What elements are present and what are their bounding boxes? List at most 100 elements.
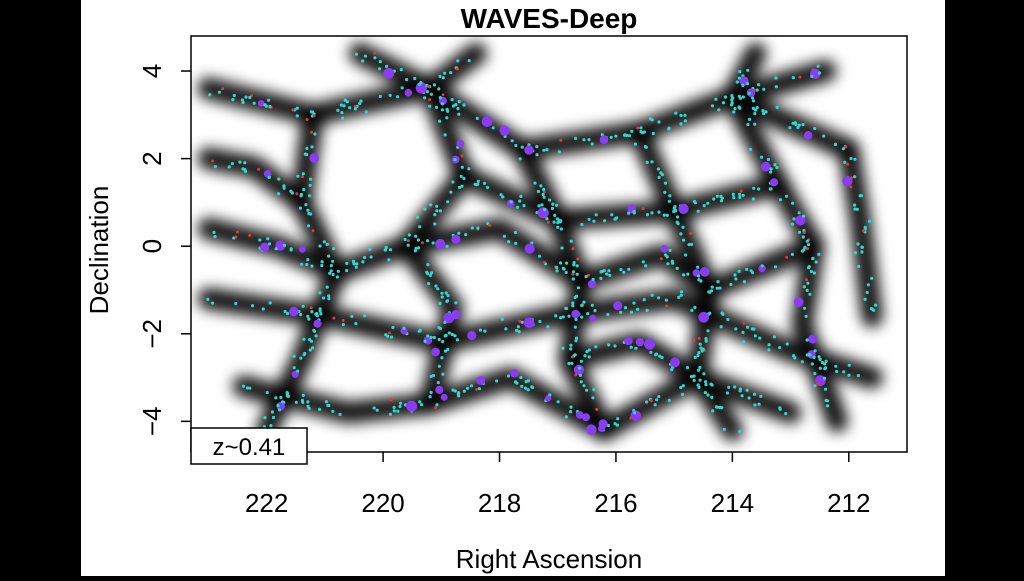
galaxy-point-407 (435, 385, 444, 394)
galaxy-point-1021 (373, 51, 377, 55)
galaxy-point-175 (400, 86, 404, 90)
galaxy-point-284 (302, 187, 306, 192)
galaxy-point-883 (745, 388, 749, 392)
galaxy-point-189 (514, 143, 518, 148)
galaxy-point-1026 (385, 64, 389, 68)
galaxy-point-352 (459, 174, 463, 178)
galaxy-point-704 (476, 226, 480, 230)
galaxy-point-708 (507, 240, 511, 244)
galaxy-point-487 (656, 167, 661, 171)
galaxy-point-990 (587, 355, 591, 359)
galaxy-point-471 (592, 388, 596, 392)
galaxy-point-916 (299, 192, 303, 197)
galaxy-point-477 (591, 396, 595, 400)
galaxy-point-38 (354, 322, 358, 326)
galaxy-point-353 (443, 133, 447, 137)
galaxy-point-243 (651, 131, 655, 136)
galaxy-point-562 (732, 110, 736, 114)
galaxy-point-282 (310, 145, 314, 149)
galaxy-point-535 (710, 395, 714, 399)
galaxy-point-386 (444, 291, 448, 295)
galaxy-point-341 (269, 424, 273, 428)
galaxy-point-226 (614, 134, 618, 138)
galaxy-point-318 (336, 269, 340, 273)
galaxy-point-256 (788, 126, 792, 130)
galaxy-point-326 (327, 294, 331, 298)
galaxy-point-851 (548, 393, 552, 397)
galaxy-point-438 (571, 270, 576, 274)
galaxy-point-894 (759, 394, 763, 398)
galaxy-point-314 (322, 296, 326, 300)
galaxy-point-418 (542, 190, 546, 194)
galaxy-point-721 (513, 230, 518, 235)
galaxy-point-468 (582, 384, 586, 388)
galaxy-point-176 (342, 104, 346, 108)
galaxy-point-1064 (747, 91, 751, 95)
galaxy-point-1012 (413, 76, 417, 81)
galaxy-point-306 (329, 264, 333, 268)
galaxy-point-665 (335, 275, 339, 279)
galaxy-point-664 (306, 258, 310, 262)
galaxy-point-363 (440, 108, 444, 112)
galaxy-point-722 (538, 254, 542, 258)
galaxy-point-927 (499, 193, 503, 197)
galaxy-point-930 (501, 195, 505, 199)
galaxy-point-62 (478, 328, 482, 332)
galaxy-point-152 (267, 98, 271, 102)
galaxy-point-116 (698, 311, 710, 323)
galaxy-point-479 (633, 142, 638, 146)
galaxy-point-274 (801, 123, 805, 127)
galaxy-point-803 (420, 403, 424, 407)
galaxy-point-49 (516, 325, 520, 329)
galaxy-point-85 (561, 315, 565, 319)
galaxy-point-410 (437, 364, 441, 368)
galaxy-point-728 (641, 260, 645, 264)
galaxy-point-747 (668, 248, 672, 252)
galaxy-point-985 (583, 354, 587, 358)
galaxy-point-613 (813, 349, 817, 353)
galaxy-point-667 (320, 260, 324, 264)
galaxy-point-225 (609, 135, 613, 139)
galaxy-point-884 (704, 380, 708, 384)
galaxy-point-952 (627, 211, 631, 215)
galaxy-point-536 (696, 383, 700, 387)
galaxy-point-355 (456, 139, 465, 148)
galaxy-point-627 (842, 176, 853, 187)
galaxy-point-896 (211, 159, 214, 163)
galaxy-point-269 (762, 112, 766, 116)
galaxy-point-618 (846, 162, 850, 166)
galaxy-point-148 (295, 114, 299, 118)
galaxy-point-588 (804, 314, 808, 318)
galaxy-point-496 (696, 265, 700, 269)
galaxy-point-596 (818, 357, 822, 362)
galaxy-point-750 (697, 278, 701, 282)
galaxy-point-1031 (467, 59, 471, 63)
galaxy-point-817 (462, 389, 466, 393)
galaxy-point-576 (790, 222, 795, 226)
galaxy-point-972 (731, 192, 735, 196)
galaxy-point-686 (345, 268, 349, 273)
galaxy-point-656 (234, 235, 238, 239)
galaxy-point-789 (294, 400, 298, 404)
galaxy-point-983 (635, 338, 645, 347)
galaxy-point-212 (636, 126, 640, 130)
galaxy-point-249 (717, 108, 721, 112)
galaxy-point-458 (574, 339, 578, 343)
filament-band-8 (197, 217, 825, 301)
galaxy-point-142 (221, 87, 225, 91)
galaxy-point-661 (300, 262, 304, 266)
galaxy-point-34 (441, 340, 445, 344)
galaxy-point-303 (327, 254, 331, 258)
galaxy-point-222 (599, 135, 609, 145)
galaxy-point-387 (434, 284, 438, 288)
galaxy-point-323 (309, 339, 314, 343)
galaxy-point-759 (742, 280, 747, 284)
galaxy-point-305 (307, 212, 311, 216)
galaxy-point-680 (387, 258, 391, 262)
galaxy-point-860 (645, 400, 649, 404)
galaxy-point-248 (683, 113, 687, 117)
galaxy-point-565 (791, 201, 795, 205)
galaxy-point-816 (406, 400, 418, 412)
galaxy-point-378 (435, 204, 439, 208)
galaxy-point-1045 (737, 76, 741, 80)
